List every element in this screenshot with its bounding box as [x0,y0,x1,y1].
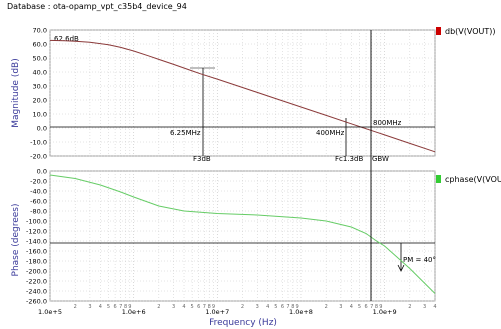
annotation-gbw-label: GBW [372,155,389,163]
x-minor-tick-label: 3 [88,304,91,310]
y-tick-label: 50.0 [33,55,47,63]
phase-axis-label: Phase (degrees) [11,204,21,277]
annotation-pm: PM = 40° [403,256,436,264]
y-tick-label: -10.0 [30,139,47,147]
legend-magnitude-swatch [436,27,441,35]
x-minor-tick-label: 5 [107,304,110,310]
x-minor-tick-label: 7 [286,304,289,310]
y-tick-label: -240.0 [26,288,47,296]
x-minor-tick-label: 5 [274,304,277,310]
y-tick-label: 0.0 [37,168,47,176]
magnitude-series-line [49,39,436,153]
x-tick-label: 1.0e+5 [38,308,62,316]
y-tick-label: -80.0 [30,208,47,216]
phase-series-line [49,174,436,294]
y-tick-label: -140.0 [26,238,47,246]
annotation-fc-freq: 400MHz [316,129,345,137]
phase-panel: 0.0 -20.0 -40.0 -60.0 -80.0 -100.0 -120.0 -140.… [11,168,437,329]
x-tick-label: 1.0e+9 [373,308,397,316]
x-minor-tick-label: 8 [291,304,294,310]
y-tick-label: -60.0 [30,198,47,206]
frequency-axis-label: Frequency (Hz) [209,318,277,328]
y-tick-label: 20.0 [33,97,47,105]
x-minor-tick-label: 2 [74,304,77,310]
legend-phase-swatch [436,175,441,183]
x-minor-tick-label: 7 [119,304,122,310]
annotation-fc-label: Fc1.3dB [335,155,363,163]
x-minor-tick-label: 7 [370,304,373,310]
y-tick-label: 0.0 [37,125,47,133]
y-tick-label: -220.0 [26,278,47,286]
x-minor-tick-label: 5 [358,304,361,310]
x-tick-label: 1.0e+6 [122,308,146,316]
y-tick-label: -20.0 [30,178,47,186]
x-minor-tick-label: 4 [266,304,269,310]
y-tick-label: 70.0 [33,27,47,35]
y-tick-label: 40.0 [33,69,47,77]
legend-phase: cphase(V(VOU [436,175,501,184]
x-minor-tick-label: 6 [281,304,284,310]
magnitude-y-ticks: 70.0 60.0 50.0 40.0 30.0 20.0 10.0 0.0 -10.0 -20.… [30,27,47,161]
x-minor-tick-label: 8 [208,304,211,310]
legend-magnitude-label: db(V(VOUT)) [445,27,496,36]
annotation-dc-gain: 62.6dB [54,35,79,43]
x-tick-label: 1.0e+8 [289,308,313,316]
x-minor-tick-label: 3 [339,304,342,310]
phase-plot-frame [49,170,436,302]
legend-magnitude: db(V(VOUT)) [436,27,495,36]
x-minor-tick-label: 4 [182,304,185,310]
y-tick-label: -100.0 [26,218,47,226]
y-tick-label: -260.0 [26,298,47,306]
x-minor-tick-label: 4 [350,304,353,310]
y-tick-label: 30.0 [33,83,47,91]
y-tick-label: -20.0 [30,153,47,161]
phase-grid [49,170,436,302]
x-minor-tick-label: 2 [241,304,244,310]
x-minor-tick-label: 3 [172,304,175,310]
phase-x-ticks: 1.0e+5 1.0e+6 1.0e+7 1.0e+8 1.0e+92 3 4 5 6 7 8 9 2 3… [38,304,437,316]
x-minor-tick-label: 3 [256,304,259,310]
x-minor-tick-label: 8 [124,304,127,310]
magnitude-grid [49,29,436,157]
annotation-f3db-label: F3dB [193,155,211,163]
y-tick-label: -120.0 [26,228,47,236]
x-minor-tick-label: 5 [191,304,194,310]
y-tick-label: -200.0 [26,268,47,276]
x-minor-tick-label: 3 [423,304,426,310]
magnitude-annotations: 62.6dB 6.25MHz F3dB 400MHz Fc1.3dB 800MH… [54,35,402,163]
phase-y-ticks: 0.0 -20.0 -40.0 -60.0 -80.0 -100.0 -120.0 -140.… [26,168,47,306]
x-minor-tick-label: 9 [212,304,215,310]
x-minor-tick-label: 9 [296,304,299,310]
y-tick-label: -40.0 [30,188,47,196]
database-title: Database : ota-opamp_vpt_c35b4_device_94 [7,2,187,11]
x-minor-tick-label: 7 [203,304,206,310]
y-tick-label: -180.0 [26,258,47,266]
x-minor-tick-label: 6 [114,304,117,310]
x-minor-tick-label: 2 [325,304,328,310]
pm-arrow-head [397,264,405,272]
x-tick-label: 1.0e+7 [205,308,229,316]
legend-phase-label: cphase(V(VOU [445,175,501,184]
magnitude-axis-label: Magnitude (dB) [11,58,21,127]
y-tick-label: 10.0 [33,111,47,119]
x-minor-tick-label: 4 [433,304,436,310]
x-minor-tick-label: 8 [375,304,378,310]
annotation-f3db-freq: 6.25MHz [170,129,201,137]
x-minor-tick-label: 2 [157,304,160,310]
x-minor-tick-label: 4 [99,304,102,310]
x-minor-tick-label: 6 [197,304,200,310]
x-minor-tick-label: 2 [408,304,411,310]
y-tick-label: 60.0 [33,41,47,49]
x-minor-tick-label: 9 [128,304,131,310]
x-minor-tick-label: 9 [379,304,382,310]
y-tick-label: -160.0 [26,248,47,256]
x-minor-tick-label: 6 [364,304,367,310]
annotation-gbw-freq: 800MHz [373,119,402,127]
